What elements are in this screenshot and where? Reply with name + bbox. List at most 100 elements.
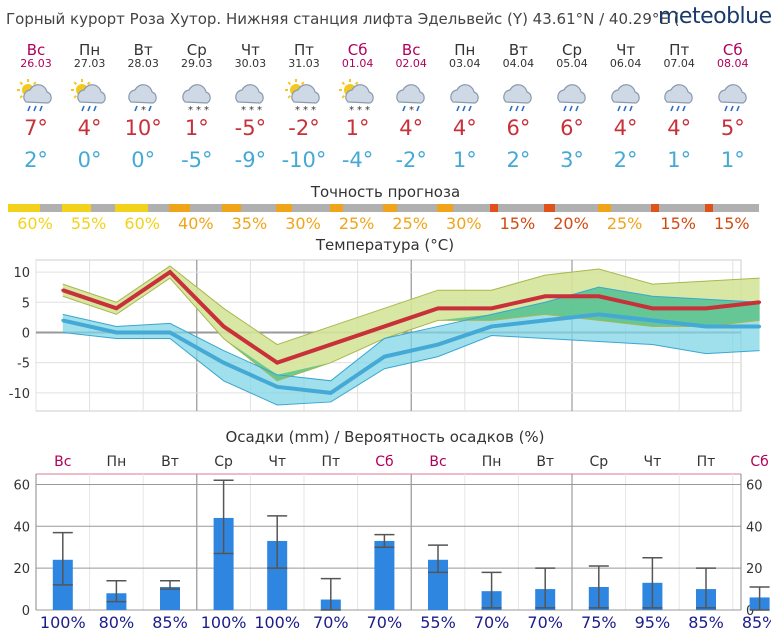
- cloud-rain-icon: [445, 76, 485, 112]
- precip-bar: [267, 540, 288, 610]
- y-tick-label-left: 60: [13, 478, 30, 493]
- svg-text:*: *: [357, 105, 362, 114]
- precip-day-label: Чт: [268, 454, 286, 470]
- precip-day-label: Пн: [482, 454, 502, 470]
- tmax-point: [61, 288, 65, 292]
- day-date: 26.03: [20, 57, 52, 70]
- precipitation-chart-title: Осадки (mm) / Вероятность осадков (%): [225, 428, 544, 446]
- sun-cloud-snow-icon: * * *: [284, 76, 324, 116]
- svg-text:*: *: [303, 105, 308, 114]
- accuracy-percent: 60%: [124, 214, 160, 233]
- precipitation-chart: Осадки (mm) / Вероятность осадков (%) 0 0 2…: [13, 428, 771, 632]
- accuracy-percent: 30%: [285, 214, 321, 233]
- temperature-chart-title: Температура (°C): [315, 236, 454, 254]
- precip-probability: 85%: [742, 613, 771, 632]
- tmax-point: [758, 300, 762, 304]
- tmin-point: [597, 312, 601, 316]
- accuracy-item: 15%: [651, 204, 706, 233]
- precip-probability: 70%: [474, 613, 510, 632]
- day-date: 29.03: [181, 57, 213, 70]
- day-column: Пн 27.03 4° 0°: [63, 42, 117, 172]
- accuracy-bar-fill: [276, 204, 293, 212]
- svg-text:*: *: [257, 105, 262, 114]
- min-temperature: 1°: [452, 148, 477, 172]
- day-date: 27.03: [73, 57, 106, 70]
- precip-day-label: Пт: [321, 454, 340, 470]
- max-temperature: 4°: [667, 116, 692, 140]
- accuracy-percent: 15%: [714, 214, 750, 233]
- max-temperature: 5°: [720, 116, 745, 140]
- accuracy-percent: 30%: [446, 214, 482, 233]
- accuracy-bar-fill: [8, 204, 41, 212]
- accuracy-bar-fill: [490, 204, 499, 212]
- y-tick-label-left: 40: [13, 520, 30, 535]
- day-name: Чт: [240, 41, 260, 59]
- tmin-point: [168, 330, 172, 334]
- day-name: Вс: [401, 41, 421, 59]
- y-tick-label: -5: [17, 357, 30, 372]
- tmin-point: [382, 355, 386, 359]
- accuracy-bar-fill: [115, 204, 148, 212]
- min-temperature: 0°: [77, 148, 102, 172]
- accuracy-item: 25%: [597, 204, 652, 233]
- tmin-point: [61, 318, 65, 322]
- accuracy-item: 30%: [436, 204, 491, 233]
- max-temperature: 4°: [399, 116, 424, 140]
- precip-probability: 85%: [152, 613, 188, 632]
- y-tick-label-right: 0: [746, 604, 754, 619]
- max-temperature: 10°: [124, 116, 162, 140]
- day-forecast-row: Вс 26.03 7° 2° Пн 27.03 4° 0° Вт 28.03 * 10° 0° Ср 29.…: [8, 42, 768, 182]
- accuracy-bar: [651, 204, 706, 212]
- accuracy-item: 60%: [115, 204, 170, 233]
- day-date: 04.04: [502, 57, 535, 70]
- max-temperature: 4°: [452, 116, 477, 140]
- day-name: Пн: [79, 41, 101, 59]
- accuracy-bar: [436, 204, 491, 212]
- max-temperature: 1°: [345, 116, 370, 140]
- tmax-point: [382, 324, 386, 328]
- tmin-band-edge: [62, 286, 760, 382]
- y-tick-label-right: 40: [746, 520, 763, 535]
- day-column: Вт 04.04 6° 2°: [491, 42, 545, 172]
- day-date: 08.04: [717, 57, 749, 70]
- accuracy-percent: 35%: [231, 214, 268, 233]
- precip-day-label: Пт: [697, 454, 716, 470]
- min-temperature: -2°: [395, 148, 427, 172]
- accuracy-item: 55%: [61, 204, 116, 233]
- tmax-point: [650, 306, 654, 310]
- accuracy-bar: [704, 204, 759, 212]
- day-name: Вс: [26, 41, 46, 59]
- overlap-band: [62, 278, 760, 381]
- tmax-band-edge: [62, 277, 760, 382]
- cloud-rain-icon: [713, 76, 753, 112]
- accuracy-bar-fill: [61, 204, 92, 212]
- day-name: Вт: [508, 41, 528, 59]
- precip-day-label: Чт: [644, 454, 662, 470]
- sun-cloud-snow-icon: * * *: [338, 76, 378, 116]
- max-temperature: 6°: [560, 116, 584, 140]
- accuracy-title: Точность прогноза: [310, 183, 461, 201]
- day-column: Вс 02.04 * 4° -2°: [384, 42, 438, 172]
- precip-probability: 100%: [201, 613, 247, 632]
- svg-text:*: *: [204, 105, 209, 114]
- cloud-snow-icon: * * *: [177, 76, 217, 116]
- precip-probability: 95%: [635, 613, 671, 632]
- svg-text:*: *: [141, 105, 146, 114]
- y-tick-label: -10: [9, 387, 30, 402]
- day-column: Пн 03.04 4° 1°: [438, 42, 492, 172]
- accuracy-bar-fill: [704, 204, 713, 212]
- accuracy-bar-fill: [544, 204, 555, 212]
- temperature-chart: Температура (°C) 10 5 0 -5 -10: [9, 236, 762, 412]
- y-tick-label: 5: [22, 296, 30, 311]
- cloud-rain-icon: [606, 76, 646, 112]
- precip-day-label: Пн: [107, 454, 127, 470]
- precip-probability: 55%: [420, 613, 456, 632]
- meteoblue-logo[interactable]: meteoblue: [658, 4, 771, 29]
- min-temperature: 2°: [506, 148, 531, 172]
- day-column: Вс 26.03 7° 2°: [9, 42, 63, 172]
- tmin-line: [62, 312, 760, 395]
- day-date: 01.04: [341, 57, 374, 70]
- min-temperature: -4°: [341, 148, 374, 172]
- tmax-point: [543, 294, 547, 298]
- accuracy-item: 25%: [329, 204, 384, 233]
